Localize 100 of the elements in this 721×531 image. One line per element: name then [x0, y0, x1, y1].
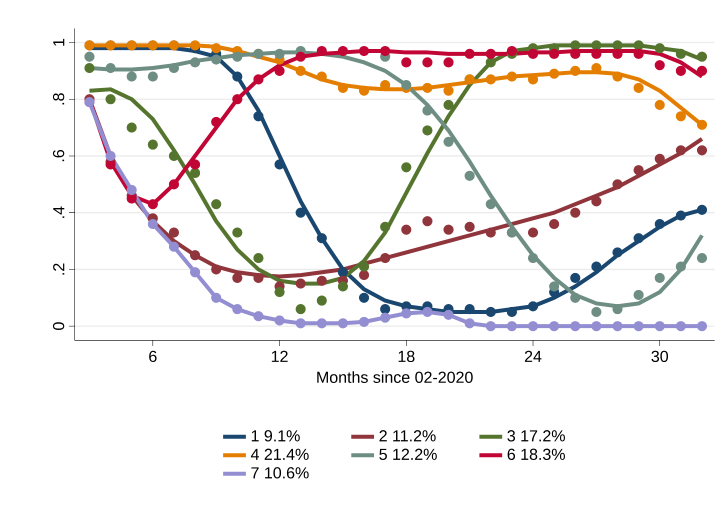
point [464, 318, 475, 328]
legend-label: 5 12.2% [379, 448, 437, 460]
point [168, 62, 180, 74]
point [549, 218, 560, 230]
point [570, 272, 580, 283]
point [232, 272, 242, 283]
point [148, 218, 158, 230]
point [634, 82, 644, 93]
point [358, 46, 370, 56]
point [654, 60, 665, 70]
point [570, 40, 580, 50]
point [380, 222, 390, 232]
point [612, 304, 623, 314]
point [106, 62, 116, 74]
point [211, 54, 222, 65]
point [126, 71, 137, 82]
point [696, 253, 708, 264]
point [168, 242, 180, 252]
point [570, 208, 580, 218]
x-tick-label: 30 [651, 350, 668, 362]
point [148, 140, 158, 150]
point [570, 66, 580, 76]
point [296, 318, 306, 328]
y-tick-label: .2 [53, 264, 64, 275]
point [634, 290, 644, 300]
point [316, 276, 327, 286]
point [612, 321, 623, 332]
point [696, 321, 708, 332]
point [676, 321, 686, 332]
point [296, 66, 306, 76]
point [296, 278, 306, 289]
point [338, 46, 348, 56]
x-axis-title: Months since 02-2020 [317, 371, 473, 383]
point [84, 52, 95, 62]
point [676, 66, 686, 76]
point [422, 106, 432, 116]
point [232, 71, 242, 82]
x-tick-label: 6 [149, 350, 157, 362]
point [654, 272, 665, 283]
point [612, 48, 623, 59]
legend-label: 1 9.1% [252, 430, 300, 442]
point [358, 316, 370, 327]
point [338, 281, 348, 292]
point [486, 321, 496, 332]
point [211, 199, 222, 210]
point [211, 292, 222, 303]
point [296, 208, 306, 218]
point [654, 321, 665, 332]
point [401, 57, 412, 68]
point [232, 94, 242, 104]
point [253, 272, 264, 283]
point [126, 184, 137, 196]
legend-label: 3 17.2% [507, 430, 565, 442]
point [506, 306, 517, 318]
point [443, 136, 454, 147]
point [316, 296, 327, 306]
point [486, 57, 496, 68]
point [654, 154, 665, 164]
point [422, 306, 432, 318]
point [570, 321, 580, 332]
point [338, 267, 348, 278]
point [126, 122, 137, 133]
point [316, 318, 327, 328]
point [380, 46, 390, 56]
point [190, 40, 200, 50]
point [506, 71, 517, 82]
point [612, 71, 623, 82]
point [84, 62, 95, 74]
point [358, 86, 370, 96]
point [696, 66, 708, 76]
point [316, 46, 327, 56]
point [148, 71, 158, 82]
point [422, 57, 432, 68]
point [464, 170, 475, 181]
point [612, 179, 623, 190]
point [380, 304, 390, 314]
point [591, 321, 602, 332]
point [422, 82, 432, 93]
point [654, 100, 665, 110]
point [676, 145, 686, 156]
point [274, 66, 285, 76]
point [401, 308, 412, 318]
point [443, 224, 454, 235]
point [591, 306, 602, 318]
point [676, 48, 686, 59]
point [612, 40, 623, 50]
x-tick-label: 24 [524, 350, 542, 362]
point [338, 82, 348, 93]
point [696, 52, 708, 62]
point [168, 179, 180, 190]
point [401, 162, 412, 172]
y-tick-label: 1 [53, 38, 64, 46]
x-tick-label: 18 [398, 350, 414, 362]
point [443, 57, 454, 68]
point [422, 216, 432, 226]
point [380, 253, 390, 264]
point [232, 227, 242, 238]
point [570, 292, 580, 303]
y-tick-label: .8 [52, 93, 64, 104]
point [190, 267, 200, 278]
